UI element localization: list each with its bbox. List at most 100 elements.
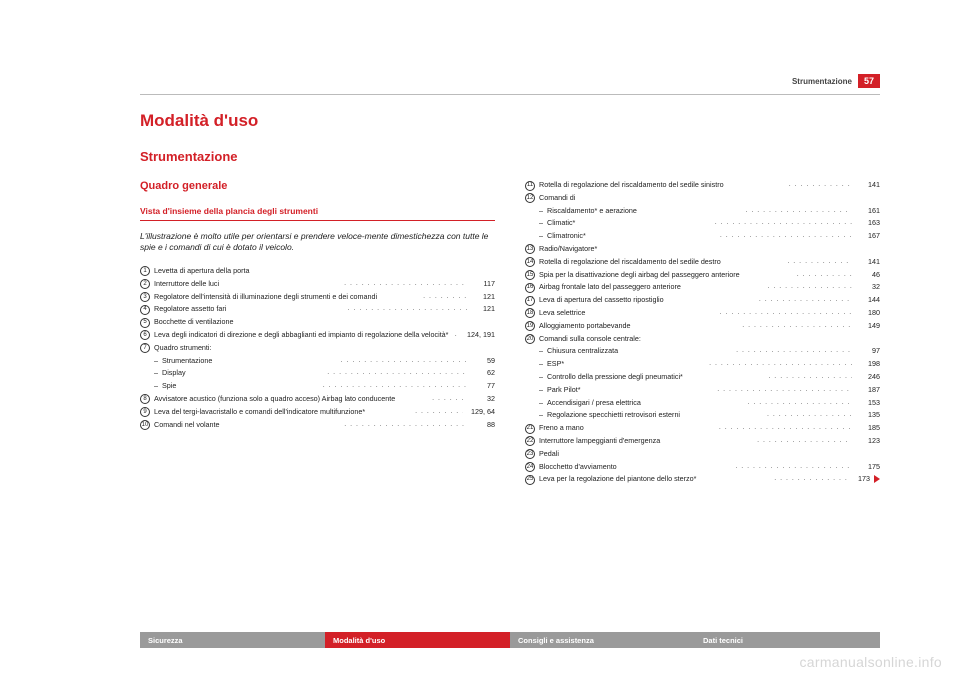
subtitle-block: Vista d'insieme della plancia degli stru… — [140, 206, 495, 221]
item-number-icon: 19 — [525, 321, 535, 331]
item-number-icon: 17 — [525, 296, 535, 306]
page: Strumentazione 57 Modalità d'uso Strumen… — [0, 0, 960, 678]
leader-dots — [709, 359, 852, 366]
toc-label: Leva di apertura del cassetto ripostigli… — [539, 295, 664, 306]
toc-page: 167 — [854, 231, 880, 242]
toc-label: Leva del tergi-lavacristallo e comandi d… — [154, 407, 365, 418]
toc-row: 10Comandi nel volante88 — [140, 420, 495, 431]
leader-dots — [707, 449, 853, 456]
toc-row: 23Pedali — [525, 449, 880, 460]
toc-row: 20Comandi sulla console centrale: — [525, 334, 880, 345]
lead-paragraph: L'illustrazione è molto utile per orient… — [140, 231, 495, 254]
leader-dots — [717, 385, 852, 392]
leader-dots — [327, 368, 467, 375]
toc-page: 46 — [854, 270, 880, 281]
toc-label: Avvisatore acustico (funziona solo a qua… — [154, 394, 395, 405]
dash-icon: – — [539, 206, 543, 217]
toc-subrow: –Accendisigari / presa elettrica153 — [525, 398, 880, 409]
leader-dots — [787, 257, 852, 264]
leader-dots — [715, 218, 852, 225]
leader-dots — [774, 474, 850, 481]
toc-page: 97 — [854, 346, 880, 357]
item-number-icon: 14 — [525, 257, 535, 267]
toc-subrow: –Strumentazione59 — [140, 356, 495, 367]
toc-label: Airbag frontale lato del passeggero ante… — [539, 282, 681, 293]
toc-row: 7Quadro strumenti: — [140, 343, 495, 354]
leader-dots — [747, 334, 852, 341]
toc-label: Leva per la regolazione del piantone del… — [539, 474, 696, 485]
item-number-icon: 6 — [140, 330, 150, 340]
toc-row: 25Leva per la regolazione del piantone d… — [525, 474, 880, 485]
leader-dots — [415, 407, 463, 414]
toc-label: Freno a mano — [539, 423, 584, 434]
toc-label: Spie — [162, 381, 176, 392]
toc-label: Leva selettrice — [539, 308, 585, 319]
toc-label: Strumentazione — [162, 356, 212, 367]
toc-label: Climatic* — [547, 218, 575, 229]
leader-dots — [736, 346, 852, 353]
toc-page: 173 — [852, 474, 880, 485]
toc-list-left: 1Levetta di apertura della porta2Interru… — [140, 266, 495, 430]
leader-dots — [323, 381, 467, 388]
toc-page: 141 — [854, 180, 880, 191]
item-number-icon: 7 — [140, 343, 150, 353]
page-number: 57 — [858, 74, 880, 88]
header-rule — [140, 94, 880, 95]
item-number-icon: 16 — [525, 283, 535, 293]
toc-row: 4 Regolatore assetto fari 121 — [140, 304, 495, 315]
footer-tabs: SicurezzaModalità d'usoConsigli e assist… — [140, 632, 880, 648]
toc-row: 5Bocchette di ventilazione — [140, 317, 495, 328]
item-number-icon: 4 — [140, 305, 150, 315]
toc-page: 129, 64 — [465, 407, 495, 418]
toc-row: 19Alloggiamento portabevande149 — [525, 321, 880, 332]
dash-icon: – — [539, 398, 543, 409]
subsection-heading: Quadro generale — [140, 180, 495, 192]
toc-label: Accendisigari / presa elettrica — [547, 398, 641, 409]
footer-tab: Dati tecnici — [695, 632, 880, 648]
toc-subrow: –Chiusura centralizzata97 — [525, 346, 880, 357]
leader-dots — [767, 410, 852, 417]
toc-row: 1Levetta di apertura della porta — [140, 266, 495, 277]
toc-subrow: –ESP*198 — [525, 359, 880, 370]
footer-tab: Sicurezza — [140, 632, 325, 648]
toc-label: Interruttore lampeggianti d'emergenza — [539, 436, 660, 447]
toc-label: Interruttore delle luci — [154, 279, 219, 290]
toc-label: Regolatore dell'intensità di illuminazio… — [154, 292, 377, 303]
leader-dots — [719, 423, 852, 430]
toc-page: 121 — [469, 304, 495, 315]
toc-page: 88 — [469, 420, 495, 431]
dash-icon: – — [539, 346, 543, 357]
dash-icon: – — [539, 231, 543, 242]
dash-icon: – — [154, 381, 158, 392]
toc-label: Regolatore assetto fari — [154, 304, 226, 315]
toc-page: 187 — [854, 385, 880, 396]
toc-page: 246 — [854, 372, 880, 383]
toc-page: 180 — [854, 308, 880, 319]
toc-row: 12Comandi di — [525, 193, 880, 204]
leader-dots — [341, 356, 467, 363]
toc-page: 135 — [854, 410, 880, 421]
toc-row: 11Rotella di regolazione del riscaldamen… — [525, 180, 880, 191]
toc-page: 144 — [854, 295, 880, 306]
leader-dots — [455, 330, 459, 337]
toc-label: Levetta di apertura della porta — [154, 266, 250, 277]
content-area: Strumentazione 57 Modalità d'uso Strumen… — [140, 74, 880, 608]
toc-page: 175 — [854, 462, 880, 473]
toc-label: Rotella di regolazione del riscaldamento… — [539, 257, 721, 268]
toc-subrow: –Climatic*163 — [525, 218, 880, 229]
toc-label: Blocchetto d'avviamento — [539, 462, 617, 473]
toc-row: 21Freno a mano185 — [525, 423, 880, 434]
toc-page: 163 — [854, 218, 880, 229]
leader-dots — [344, 279, 467, 286]
toc-page: 123 — [854, 436, 880, 447]
toc-label: Comandi nel volante — [154, 420, 220, 431]
leader-dots — [747, 398, 852, 405]
item-number-icon: 21 — [525, 424, 535, 434]
item-number-icon: 15 — [525, 270, 535, 280]
leader-dots — [720, 308, 852, 315]
toc-row: 16 Airbag frontale lato del passeggero an… — [525, 282, 880, 293]
leader-dots — [432, 394, 467, 401]
toc-page: 62 — [469, 368, 495, 379]
dash-icon: – — [539, 385, 543, 396]
item-number-icon: 23 — [525, 449, 535, 459]
